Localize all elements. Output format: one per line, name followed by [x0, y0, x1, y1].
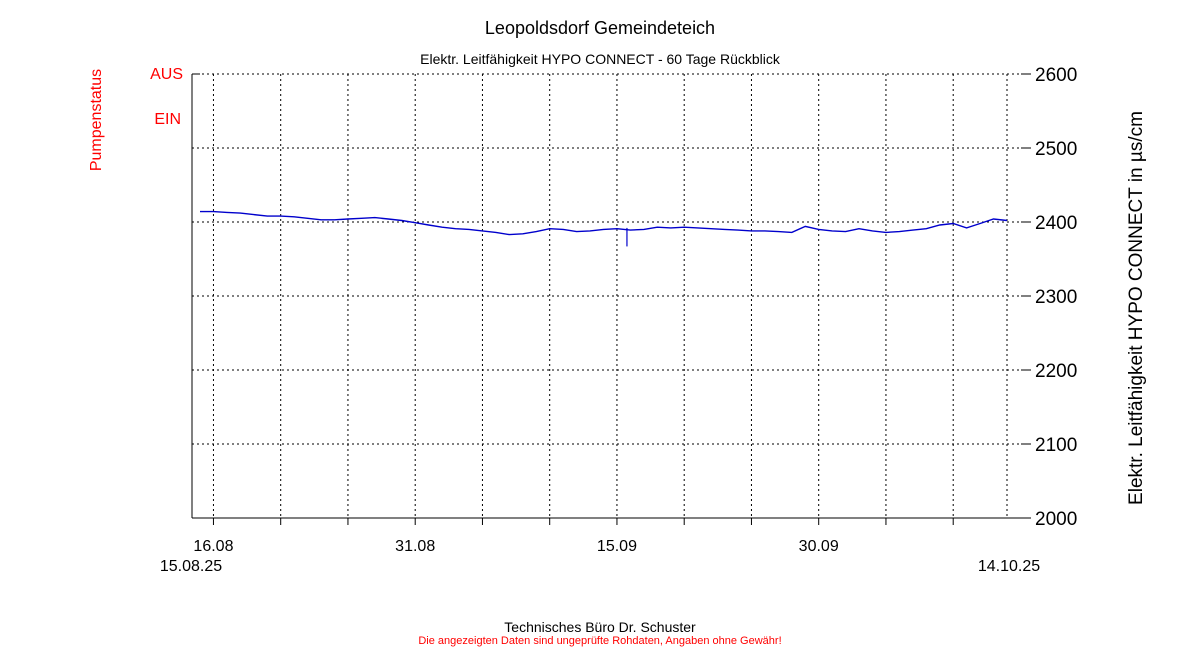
grid-layer — [192, 73, 1021, 518]
x-end-label: 14.10.25 — [978, 558, 1040, 575]
chart-title: Leopoldsdorf Gemeindeteich — [484, 18, 716, 38]
status-label-aus: AUS — [150, 66, 183, 83]
status-label-ein: EIN — [154, 111, 181, 128]
chart-subtitle: Elektr. Leitfähigkeit HYPO CONNECT - 60 … — [420, 51, 780, 67]
x-tick-label: 30.09 — [799, 538, 839, 555]
footer-company: Technisches Büro Dr. Schuster — [504, 619, 696, 635]
y-tick-label: 2100 — [1035, 435, 1077, 456]
x-tick-label: 31.08 — [395, 538, 435, 555]
x-start-label: 15.08.25 — [160, 558, 222, 575]
series-layer — [200, 210, 1008, 247]
y-tick-label: 2200 — [1035, 361, 1077, 382]
x-tick-label: 16.08 — [193, 538, 233, 555]
axis-layer — [191, 73, 1031, 525]
footer-disclaimer: Die angezeigten Daten sind ungeprüfte Ro… — [418, 635, 782, 647]
data-line — [200, 210, 1008, 236]
x-tick-label: 15.09 — [597, 538, 637, 555]
y-tick-label: 2600 — [1035, 65, 1077, 86]
y-tick-label: 2500 — [1035, 139, 1077, 160]
label-layer: 2000 2100 2200 2300 2400 2500 2600 16.08 31.08 15… — [160, 65, 1077, 575]
y-tick-label: 2300 — [1035, 287, 1077, 308]
y-tick-label: 2000 — [1035, 509, 1077, 530]
y-tick-label: 2400 — [1035, 213, 1077, 234]
